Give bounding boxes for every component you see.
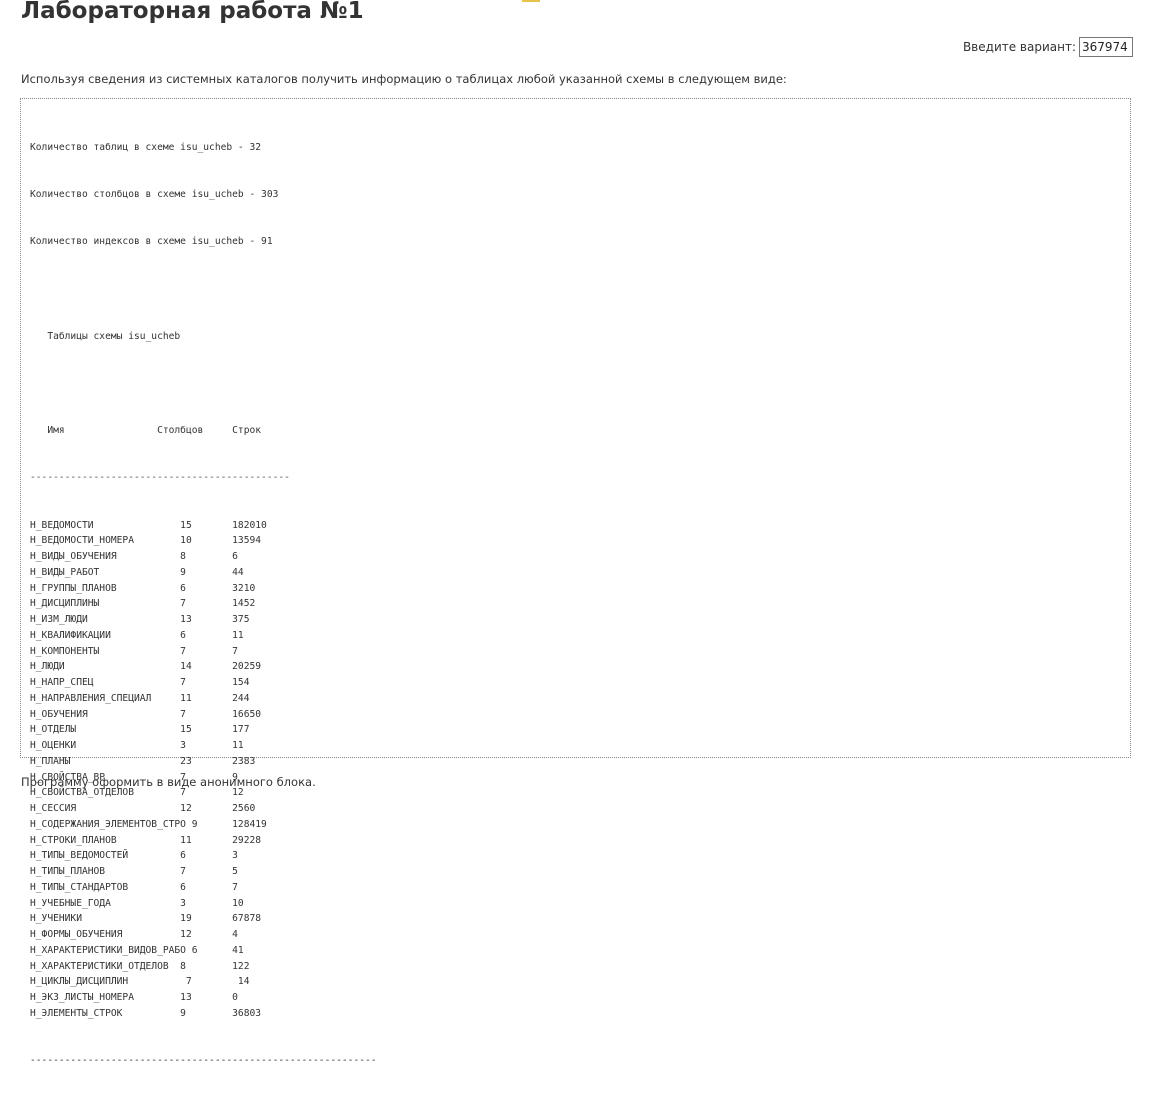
- table-row: Н_ЭКЗ_ЛИСТЫ_НОМЕРА 13 0: [30, 992, 238, 1003]
- table-row: Н_ПЛАНЫ 23 2383: [30, 755, 256, 767]
- table-header: Имя Столбцов Строк: [30, 425, 262, 436]
- table-row: Н_ГРУППЫ_ПЛАНОВ 6 3210: [30, 582, 256, 594]
- summary-indexes-count: Количество индексов в схеме isu_ucheb - …: [30, 236, 273, 247]
- table-row: Н_ВИДЫ_РАБОТ 9 44: [30, 566, 244, 578]
- decorative-accent: [522, 0, 540, 2]
- table-row: Н_ВИДЫ_ОБУЧЕНИЯ 8 6: [30, 551, 238, 562]
- table-row: Н_ХАРАКТЕРИСТИКИ_ОТДЕЛОВ 8 122: [30, 960, 250, 972]
- table-row: Н_ОТДЕЛЫ 15 177: [30, 724, 250, 736]
- footer-note: Программу оформить в виде анонимного бло…: [21, 775, 316, 789]
- table-row: Н_ВЕДОМОСТИ_НОМЕРА 10 13594: [30, 535, 262, 547]
- table-row: Н_СОДЕРЖАНИЯ_ЭЛЕМЕНТОВ_СТРО 9 128419: [30, 818, 267, 830]
- table-row: Н_ОЦЕНКИ 3 11: [30, 740, 244, 751]
- summary-columns-count: Количество столбцов в схеме isu_ucheb - …: [30, 188, 279, 200]
- table-row: Н_СТРОКИ_ПЛАНОВ 11 29228: [30, 834, 262, 846]
- table-row: Н_ЭЛЕМЕНТЫ_СТРОК 9 36803: [30, 1007, 262, 1019]
- separator-top: ----------------------------------------…: [30, 472, 290, 484]
- table-row: Н_ИЗМ_ЛЮДИ 13 375: [30, 614, 250, 625]
- table-row: Н_ЛЮДИ 14 20259: [30, 661, 262, 673]
- page-title: Лабораторная работа №1: [21, 0, 364, 24]
- table-row: Н_КОМПОНЕНТЫ 7 7: [30, 645, 238, 657]
- table-row: Н_ВЕДОМОСТИ 15 182010: [30, 519, 267, 531]
- table-row: Н_ДИСЦИПЛИНЫ 7 1452: [30, 598, 256, 610]
- table-rows: Н_ВЕДОМОСТИ 15 182010 Н_ВЕДОМОСТИ_НОМЕРА …: [30, 518, 377, 1022]
- table-row: Н_ЦИКЛЫ_ДИСЦИПЛИН 7 14: [30, 976, 250, 988]
- table-row: Н_ХАРАКТЕРИСТИКИ_ВИДОВ_РАБО 6 41: [30, 944, 244, 956]
- table-row: Н_УЧЕНИКИ 19 67878: [30, 913, 262, 925]
- table-row: Н_НАПР_СПЕЦ 7 154: [30, 677, 250, 688]
- variant-form: Введите вариант:: [963, 36, 1133, 58]
- variant-input[interactable]: [1079, 37, 1133, 57]
- table-row: Н_СЕССИЯ 12 2560: [30, 803, 256, 814]
- table-row: Н_НАПРАВЛЕНИЯ_СПЕЦИАЛ 11 244: [30, 692, 250, 704]
- sample-output: Количество таблиц в схеме isu_ucheb - 32…: [30, 108, 377, 1100]
- table-caption: Таблицы схемы isu_ucheb: [30, 330, 181, 342]
- table-row: Н_ФОРМЫ_ОБУЧЕНИЯ 12 4: [30, 929, 238, 940]
- variant-label: Введите вариант:: [962, 40, 1076, 54]
- table-row: Н_УЧЕБНЫЕ_ГОДА 3 10: [30, 897, 244, 909]
- table-row: Н_ОБУЧЕНИЯ 7 16650: [30, 708, 262, 720]
- table-row: Н_ТИПЫ_ВЕДОМОСТЕЙ 6 3: [30, 850, 238, 862]
- table-row: Н_СВОЙСТВА_ВР 7 9: [30, 771, 238, 783]
- summary-tables-count: Количество таблиц в схеме isu_ucheb - 32: [30, 141, 262, 153]
- separator-bottom: ----------------------------------------…: [30, 1055, 377, 1066]
- task-description: Используя сведения из системных каталого…: [21, 72, 787, 86]
- table-row: Н_ТИПЫ_ПЛАНОВ 7 5: [30, 866, 238, 877]
- table-row: Н_ТИПЫ_СТАНДАРТОВ 6 7: [30, 881, 238, 893]
- sample-output-box: Количество таблиц в схеме isu_ucheb - 32…: [20, 98, 1131, 1066]
- table-row: Н_КВАЛИФИКАЦИИ 6 11: [30, 629, 244, 641]
